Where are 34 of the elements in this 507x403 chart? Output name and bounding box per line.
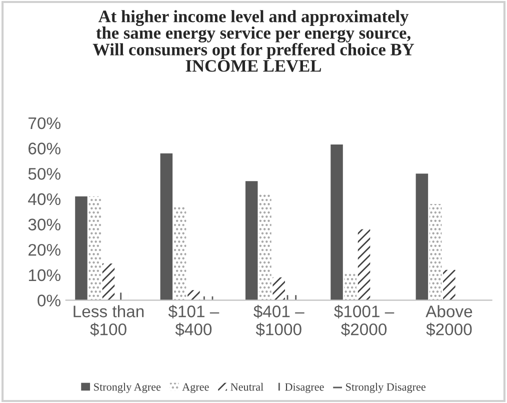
y-tick-label: 60% (28, 142, 60, 154)
legend-label: Agree (182, 383, 209, 393)
legend-label: Neutral (230, 382, 264, 391)
legend-label: Disagree (285, 383, 324, 393)
x-tick-label: Above $2000 (426, 305, 472, 336)
bar (102, 264, 115, 300)
bar (88, 196, 102, 300)
bar (160, 153, 173, 300)
bar (429, 204, 442, 300)
y-tick-label: 50% (28, 168, 60, 180)
chart-title: At higher income level and approximately the same energy service per energy source, Will consumers opt for preffered choice BY INCOME LEVEL (92, 10, 414, 72)
bar (272, 277, 285, 300)
bar (416, 174, 428, 300)
y-tick-label: 70% (28, 117, 60, 130)
y-tick-label: 10% (28, 269, 60, 282)
bar (358, 229, 370, 300)
bar (188, 290, 200, 300)
bar (174, 206, 186, 300)
bar (259, 194, 272, 300)
x-tick-label: $1001 – $2000 (334, 304, 394, 336)
y-tick-label: 20% (28, 244, 60, 256)
bar (75, 196, 88, 300)
y-tick-label: 40% (28, 193, 60, 206)
bar (344, 272, 357, 300)
y-tick-label: 0% (38, 294, 60, 306)
legend-label: Strongly Disagree (346, 382, 426, 393)
bar (245, 181, 258, 300)
bar (443, 270, 456, 300)
y-tick-label: 30% (28, 218, 60, 230)
x-tick-label: $101 – $400 (168, 304, 220, 336)
legend-label: Strongly Agree (94, 382, 161, 393)
x-tick-label: $401 – $1000 (254, 304, 304, 336)
x-tick-label: Less than $100 (74, 305, 144, 336)
bar (330, 144, 343, 300)
